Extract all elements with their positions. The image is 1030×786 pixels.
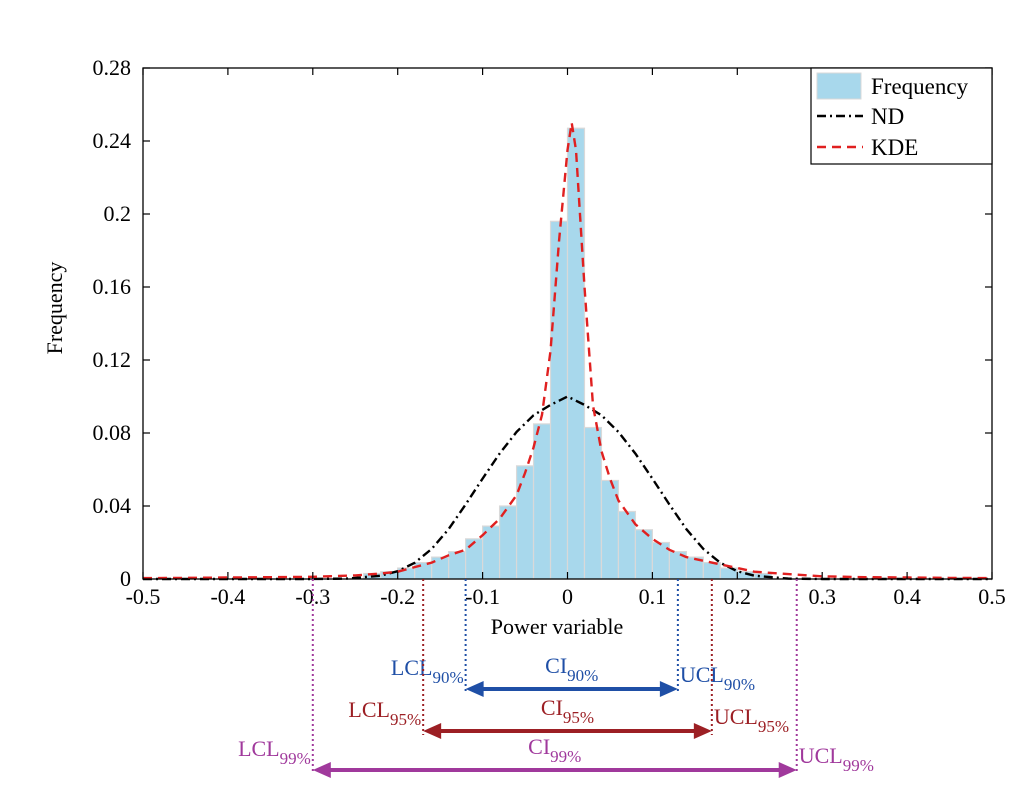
histogram-bar	[448, 551, 467, 580]
ucl-label: UCL95%	[714, 704, 789, 736]
y-tick-label: 0.08	[93, 420, 132, 445]
histogram-bar	[532, 423, 552, 580]
lcl-label: LCL99%	[238, 736, 311, 768]
y-tick-label: 0.04	[93, 493, 132, 518]
lcl-label: LCL95%	[348, 697, 421, 729]
legend-swatch-frequency	[816, 72, 862, 100]
ucl-label: UCL90%	[680, 662, 755, 694]
histogram-bar	[566, 127, 586, 580]
confidence-intervals: CI90% LCL90% UCL90% CI95% LCL95% UCL95% CI99% L…	[238, 579, 874, 778]
legend-label: Frequency	[871, 74, 969, 99]
arrow-head-right	[693, 723, 712, 739]
histogram-bar	[583, 426, 603, 580]
density-curves	[142, 121, 993, 581]
histogram-bar	[634, 529, 653, 580]
x-tick-label: -0.1	[465, 584, 500, 609]
x-tick-label: 0.1	[639, 584, 667, 609]
histogram-bar	[702, 561, 721, 580]
axis-ticks: -0.5 -0.4 -0.3 -0.2 -0.1 0 0.1 0.2 0.3 0.4 0.500.0…	[93, 55, 1006, 609]
arrow-head-right	[659, 681, 678, 697]
x-tick-label: 0.5	[978, 584, 1006, 609]
y-tick-label: 0.2	[104, 201, 132, 226]
histogram-bars	[363, 127, 772, 580]
lcl-label: LCL90%	[391, 655, 464, 687]
y-tick-label: 0.28	[93, 55, 132, 80]
arrow-head-right	[778, 762, 797, 778]
ci-label: CI95%	[541, 695, 594, 727]
y-tick-label: 0	[120, 566, 131, 591]
legend-label: ND	[871, 104, 904, 129]
arrow-head-left	[465, 681, 484, 697]
ucl-label: UCL99%	[799, 743, 874, 775]
legend: Frequency ND KDE	[810, 67, 993, 165]
ci-label: CI90%	[545, 653, 598, 685]
x-tick-label: -0.5	[126, 584, 161, 609]
x-tick-label: 0.3	[808, 584, 836, 609]
series-line-kde	[142, 121, 993, 580]
x-axis-label: Power variable	[491, 614, 624, 639]
histogram-bar	[414, 561, 433, 580]
y-tick-label: 0.16	[93, 274, 132, 299]
y-axis-label: Frequency	[42, 262, 67, 355]
y-tick-label: 0.24	[93, 128, 132, 153]
ci-label: CI99%	[528, 734, 581, 766]
histogram-bar	[515, 465, 535, 580]
y-tick-label: 0.12	[93, 347, 132, 372]
histogram-bar	[465, 538, 484, 580]
arrow-head-left	[312, 762, 331, 778]
x-tick-label: 0	[562, 584, 573, 609]
x-tick-label: -0.2	[380, 584, 415, 609]
arrow-head-left	[423, 723, 442, 739]
x-tick-label: 0.4	[893, 584, 921, 609]
x-tick-label: 0.2	[724, 584, 752, 609]
x-tick-label: -0.4	[210, 584, 245, 609]
legend-label: KDE	[871, 135, 918, 160]
